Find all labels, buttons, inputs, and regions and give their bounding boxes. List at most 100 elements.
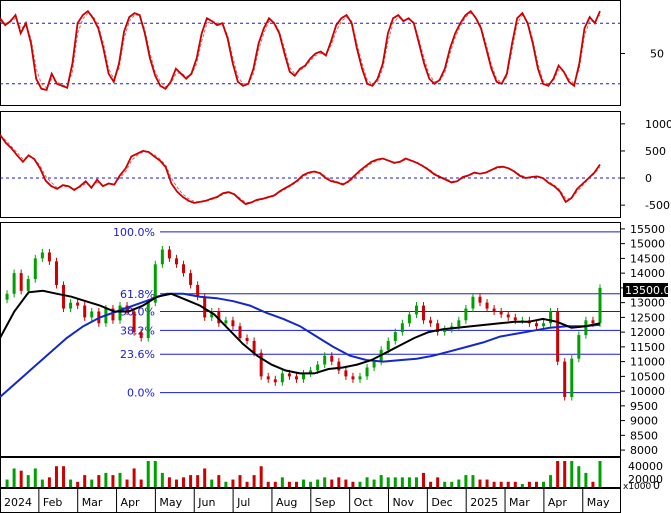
volume-tick-40000: 40000 xyxy=(628,460,663,473)
price-tick-label: 10000 xyxy=(630,385,665,398)
x-axis-tick-label: Apr xyxy=(121,496,141,509)
volume-bar xyxy=(224,481,228,487)
volume-bar xyxy=(351,481,355,487)
price-candle-body xyxy=(245,338,249,341)
price-candle-body xyxy=(111,308,115,321)
volume-bar xyxy=(499,481,503,487)
price-candle-body xyxy=(443,329,447,333)
price-candle-body xyxy=(584,320,588,336)
price-candle-body xyxy=(563,361,567,398)
fibonacci-lines: 100.0% 61.8% 50.0% 38.2% 23.6% 0.0% xyxy=(113,226,620,400)
volume-bar xyxy=(534,481,538,487)
price-candle-body xyxy=(577,335,581,359)
volume-bar xyxy=(273,481,277,487)
price-candle-body xyxy=(556,311,560,362)
price-candle-body xyxy=(330,355,334,362)
volume-bar xyxy=(414,477,418,487)
x-axis-tick-label: Mar xyxy=(82,496,103,509)
price-tick-label: 15000 xyxy=(630,238,665,251)
volume-bar xyxy=(527,481,531,487)
volume-bar xyxy=(40,479,44,487)
oscillator-main-line xyxy=(0,134,601,206)
last-price-tag: 13500.00 xyxy=(623,283,671,297)
price-candle-body xyxy=(252,340,256,353)
price-candle-body xyxy=(429,320,433,324)
x-axis-tick-label: Feb xyxy=(43,496,62,509)
price-candle-body xyxy=(238,326,242,339)
price-candle-body xyxy=(337,361,341,371)
price-panel-frame xyxy=(0,222,621,457)
price-candle-body xyxy=(160,249,164,265)
price-candle-body xyxy=(485,302,489,309)
volume-bar xyxy=(422,472,426,487)
oscillator-panel: 1000 500 0 -500 xyxy=(0,111,671,218)
volume-bar xyxy=(104,472,108,487)
stochastic-main-line xyxy=(0,9,601,91)
price-candle-body xyxy=(372,361,376,368)
price-candle-body xyxy=(69,302,73,309)
volume-bar xyxy=(231,479,235,487)
stochastic-tick-label: 50 xyxy=(650,48,664,61)
volume-panel: 40000 20000 x1000 0 xyxy=(0,457,663,492)
volume-unit-label: x1000 xyxy=(623,482,652,492)
volume-bar xyxy=(584,472,588,487)
volume-bar xyxy=(323,477,327,487)
volume-bar xyxy=(457,479,461,487)
price-candle-body xyxy=(280,373,284,383)
volume-bar xyxy=(513,481,517,487)
volume-bar xyxy=(19,470,23,487)
volume-bar xyxy=(47,477,51,487)
volume-bar xyxy=(386,477,390,487)
x-axis-tick-label: May xyxy=(587,496,610,509)
volume-bar xyxy=(280,477,284,487)
price-candle-body xyxy=(457,320,461,327)
volume-bar xyxy=(506,481,510,487)
oscillator-tick-label: 0 xyxy=(645,172,652,185)
price-tick-label: 11500 xyxy=(630,341,665,354)
price-candle-body xyxy=(132,311,136,333)
oscillator-panel-frame xyxy=(0,111,621,218)
volume-ticks: 40000 20000 x1000 0 xyxy=(623,460,663,492)
volume-bar xyxy=(146,461,150,487)
x-axis-tick-label: 2025 xyxy=(470,496,498,509)
x-axis-tick-label: Jun xyxy=(197,496,215,509)
volume-bar xyxy=(33,468,37,487)
volume-bar xyxy=(372,479,376,487)
price-candle-body xyxy=(436,323,440,333)
volume-bar xyxy=(520,484,524,487)
fibonacci-level-label: 61.8% xyxy=(120,288,155,301)
volume-bar xyxy=(485,479,489,487)
volume-bar xyxy=(450,481,454,487)
price-tick-label: 13000 xyxy=(630,297,665,310)
price-tick-label: 11000 xyxy=(630,356,665,369)
volume-bar xyxy=(407,477,411,487)
oscillator-ticks: 1000 500 0 -500 xyxy=(620,118,671,212)
volume-bar xyxy=(174,479,178,487)
volume-bar xyxy=(365,477,369,487)
last-price-label: 13500.00 xyxy=(625,284,671,297)
volume-bar xyxy=(591,481,595,487)
x-axis-tick-label: 2024 xyxy=(4,496,32,509)
price-candle-body xyxy=(542,323,546,327)
price-candle-body xyxy=(287,373,291,377)
volume-bar xyxy=(12,468,16,487)
price-tick-label: 10500 xyxy=(630,370,665,383)
price-candle-body xyxy=(302,373,306,380)
price-candle-body xyxy=(513,317,517,321)
volume-bar xyxy=(97,475,101,487)
price-candle-body xyxy=(231,320,235,327)
price-candle-body xyxy=(33,258,37,280)
price-tick-label: 9000 xyxy=(630,415,658,428)
price-tick-label: 8500 xyxy=(630,429,658,442)
x-axis-tick-label: Apr xyxy=(548,496,568,509)
stochastic-ticks: 50 xyxy=(620,48,664,61)
x-axis-ticks: 2024 Feb Mar Apr May Jun Jul Aug Sep Oct Nov Dec 202… xyxy=(0,488,610,512)
volume-bar xyxy=(125,479,129,487)
volume-bar xyxy=(54,466,58,487)
volume-bar xyxy=(245,481,249,487)
price-candle-body xyxy=(478,296,482,303)
x-axis-tick-label: Jul xyxy=(236,496,250,509)
volume-bar xyxy=(492,481,496,487)
x-axis-tick-label: Nov xyxy=(392,496,414,509)
